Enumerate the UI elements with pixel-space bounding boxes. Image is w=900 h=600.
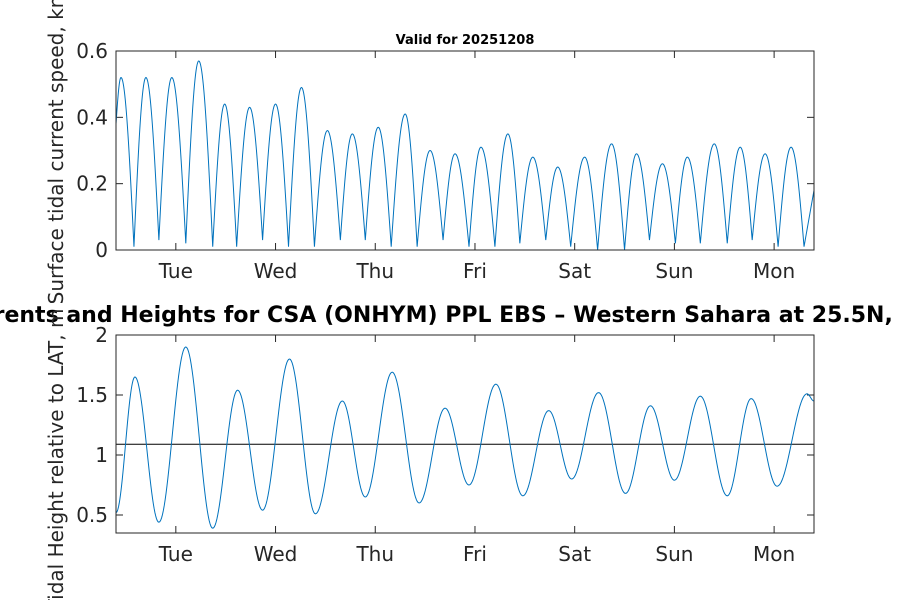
top-tick-marks — [116, 50, 814, 251]
bottom-x-tick-labels: Tue Wed Thu Fri Sat Sun Mon — [158, 542, 795, 566]
x-tick-label: Tue — [158, 259, 193, 283]
x-tick-label: Fri — [463, 542, 487, 566]
top-x-tick-labels: Tue Wed Thu Fri Sat Sun Mon — [158, 259, 795, 283]
top-axes-box — [115, 50, 815, 251]
bottom-axes: 0.5 1 1.5 2 Tue Wed Thu Fri Sat Sun Mon Tidal Hei… — [44, 309, 815, 600]
x-tick-label: Tue — [158, 542, 193, 566]
tidal-height-series-line — [115, 346, 815, 529]
x-tick-label: Thu — [355, 259, 394, 283]
y-tick-label: 1.5 — [76, 383, 108, 407]
bottom-y-tick-labels: 0.5 1 1.5 2 — [76, 323, 108, 527]
x-tick-label: Wed — [254, 542, 298, 566]
x-tick-label: Mon — [753, 259, 795, 283]
bottom-axes-box — [115, 334, 815, 534]
y-tick-label: 1 — [95, 443, 108, 467]
x-tick-label: Sun — [655, 259, 693, 283]
top-plot-area — [116, 51, 814, 250]
x-tick-label: Fri — [463, 259, 487, 283]
bottom-y-axis-label: Tidal Height relative to LAT, m — [44, 309, 68, 600]
current-speed-series-line — [115, 60, 815, 251]
top-axes: Valid for 20251208 0 0.2 0.4 0.6 Tue Wed Thu F… — [44, 0, 815, 304]
x-tick-label: Wed — [254, 259, 298, 283]
y-tick-label: 0 — [95, 238, 108, 262]
x-tick-label: Mon — [753, 542, 795, 566]
top-y-tick-labels: 0 0.2 0.4 0.6 — [76, 39, 108, 262]
y-tick-label: 2 — [95, 323, 108, 347]
x-tick-label: Sat — [558, 259, 591, 283]
y-tick-label: 0.6 — [76, 39, 108, 63]
x-tick-label: Sat — [558, 542, 591, 566]
y-tick-label: 0.2 — [76, 172, 108, 196]
x-tick-label: Sun — [655, 542, 693, 566]
x-tick-label: Thu — [355, 542, 394, 566]
top-y-axis-label: Surface tidal current speed, kn — [44, 0, 68, 304]
bottom-plot-area — [116, 335, 814, 533]
y-tick-label: 0.5 — [76, 503, 108, 527]
y-tick-label: 0.4 — [76, 105, 108, 129]
figure-title: Currents and Heights for CSA (ONHYM) PPL… — [0, 303, 900, 328]
top-axes-title: Valid for 20251208 — [396, 33, 535, 48]
